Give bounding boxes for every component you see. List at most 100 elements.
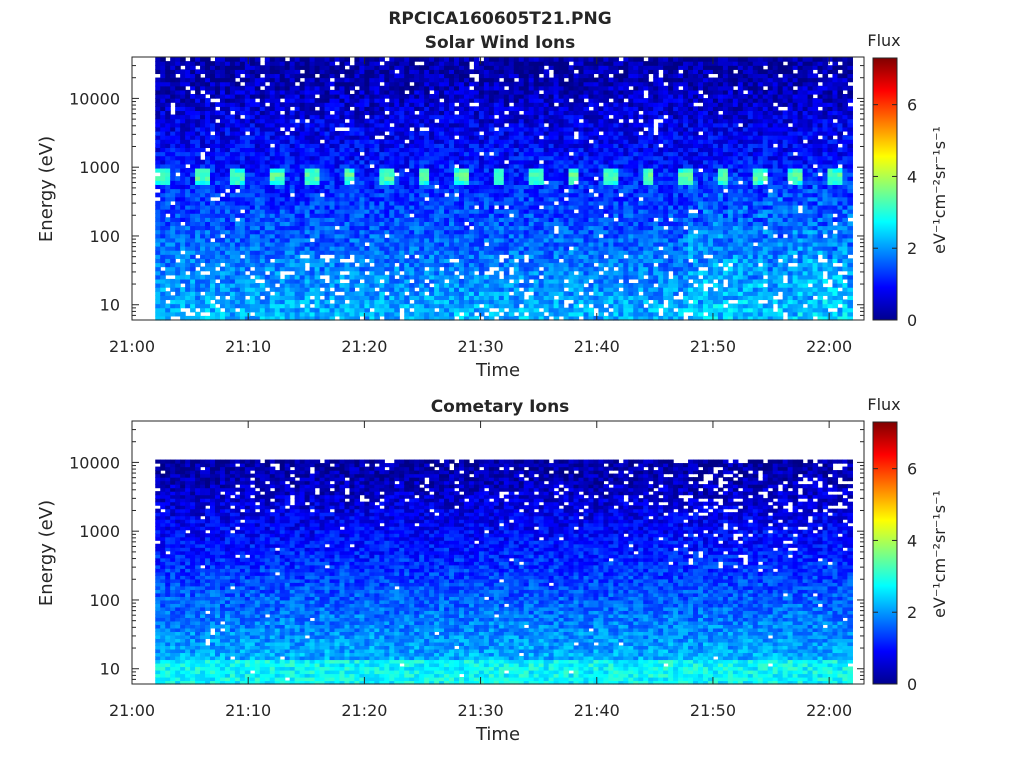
heatmap-cell	[240, 160, 246, 165]
heatmap-cell	[310, 61, 316, 66]
heatmap-cell	[155, 78, 161, 83]
heatmap-cell	[434, 217, 440, 222]
heatmap-cell	[285, 180, 291, 185]
heatmap-cell	[240, 279, 246, 284]
heatmap-cell	[275, 65, 281, 70]
heatmap-cell	[270, 123, 276, 128]
heatmap-cell	[394, 242, 400, 247]
heatmap-cell	[250, 225, 256, 230]
heatmap-cell	[270, 69, 276, 74]
heatmap-cell	[444, 94, 450, 99]
heatmap-cell	[225, 250, 231, 255]
heatmap-cell	[315, 164, 321, 169]
heatmap-cell	[305, 160, 311, 165]
heatmap-cell	[285, 135, 291, 140]
heatmap-cell	[160, 152, 166, 157]
heatmap-cell	[330, 176, 336, 181]
heatmap-cell	[290, 205, 296, 210]
heatmap-cell	[305, 73, 311, 78]
heatmap-cell	[200, 234, 206, 239]
heatmap-cell	[484, 275, 490, 280]
heatmap-cell	[499, 160, 505, 165]
heatmap-cell	[494, 180, 500, 185]
heatmap-cell	[484, 213, 490, 218]
heatmap-cell	[484, 135, 490, 140]
heatmap-cell	[200, 57, 206, 62]
heatmap-cell	[414, 308, 420, 313]
heatmap-cell	[464, 164, 470, 169]
heatmap-cell	[195, 78, 201, 83]
heatmap-cell	[285, 225, 291, 230]
heatmap-cell	[359, 304, 365, 309]
heatmap-cell	[180, 205, 186, 210]
heatmap-cell	[499, 110, 505, 115]
heatmap-cell	[489, 262, 495, 267]
heatmap-cell	[225, 225, 231, 230]
heatmap-cell	[215, 287, 221, 292]
heatmap-cell	[325, 82, 331, 87]
heatmap-cell	[245, 205, 251, 210]
heatmap-cell	[479, 90, 485, 95]
heatmap-cell	[389, 139, 395, 144]
heatmap-cell	[180, 258, 186, 263]
heatmap-cell	[170, 119, 176, 124]
heatmap-cell	[175, 94, 181, 99]
heatmap-cell	[479, 176, 485, 181]
heatmap-cell	[190, 160, 196, 165]
heatmap-cell	[185, 61, 191, 66]
heatmap-cell	[245, 217, 251, 222]
heatmap-cell	[210, 176, 216, 181]
heatmap-cell	[429, 69, 435, 74]
heatmap-cell	[494, 139, 500, 144]
heatmap-cell	[165, 230, 171, 235]
heatmap-cell	[379, 205, 385, 210]
heatmap-cell	[464, 82, 470, 87]
heatmap-cell	[384, 209, 390, 214]
heatmap-cell	[349, 205, 355, 210]
heatmap-cell	[414, 102, 420, 107]
heatmap-cell	[215, 147, 221, 152]
heatmap-cell	[404, 258, 410, 263]
heatmap-cell	[369, 90, 375, 95]
heatmap-cell	[180, 180, 186, 185]
heatmap-cell	[265, 189, 271, 194]
heatmap-cell	[295, 94, 301, 99]
heatmap-cell	[265, 213, 271, 218]
heatmap-cell	[180, 86, 186, 91]
heatmap-cell	[444, 110, 450, 115]
heatmap-cell	[384, 168, 390, 173]
heatmap-cell	[170, 115, 176, 120]
heatmap-cell	[310, 156, 316, 161]
heatmap-cell	[160, 156, 166, 161]
heatmap-cell	[230, 90, 236, 95]
heatmap-cell	[270, 78, 276, 83]
heatmap-cell	[399, 275, 405, 280]
heatmap-cell	[389, 250, 395, 255]
heatmap-cell	[160, 291, 166, 296]
heatmap-cell	[374, 86, 380, 91]
heatmap-cell	[250, 271, 256, 276]
heatmap-cell	[325, 127, 331, 132]
heatmap-cell	[325, 267, 331, 272]
heatmap-cell	[379, 213, 385, 218]
heatmap-cell	[394, 180, 400, 185]
heatmap-cell	[344, 168, 350, 173]
heatmap-cell	[374, 147, 380, 152]
heatmap-cell	[464, 106, 470, 111]
heatmap-cell	[275, 279, 281, 284]
heatmap-cell	[459, 57, 465, 62]
heatmap-cell	[185, 225, 191, 230]
heatmap-cell	[414, 168, 420, 173]
heatmap-cell	[260, 102, 266, 107]
heatmap-cell	[205, 160, 211, 165]
heatmap-cell	[374, 57, 380, 62]
heatmap-cell	[195, 221, 201, 226]
heatmap-cell	[354, 94, 360, 99]
heatmap-cell	[310, 73, 316, 78]
heatmap-cell	[399, 221, 405, 226]
heatmap-cell	[344, 172, 350, 177]
heatmap-cell	[439, 258, 445, 263]
heatmap-cell	[364, 262, 370, 267]
heatmap-cell	[414, 234, 420, 239]
heatmap-cell	[424, 308, 430, 313]
